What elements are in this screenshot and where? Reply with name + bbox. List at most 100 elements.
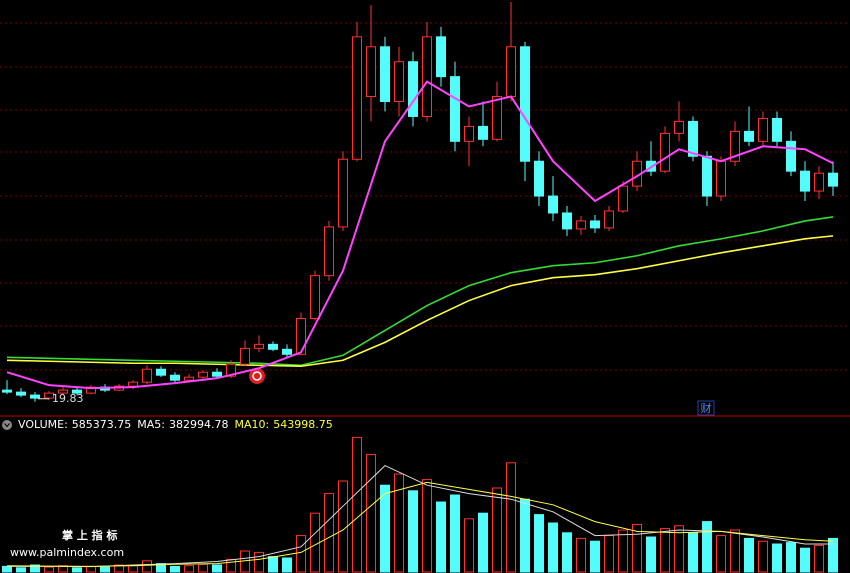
- volume-bar: [828, 537, 838, 573]
- annotation-box: [697, 400, 715, 416]
- candle-body: [604, 210, 614, 229]
- volume-bar: [380, 484, 390, 573]
- candle-body: [30, 394, 40, 399]
- candle-body: [492, 96, 502, 140]
- candle-body: [716, 160, 726, 197]
- candle-body: [618, 185, 628, 212]
- volume-bar: [184, 565, 194, 573]
- volume-bar: [338, 480, 348, 573]
- candle-body: [408, 61, 418, 117]
- candle-body: [758, 117, 768, 142]
- annotation: 财: [701, 401, 712, 415]
- candle-body: [478, 125, 488, 140]
- volume-bar: [114, 564, 124, 573]
- candle-body: [352, 36, 362, 160]
- volume-bar: [576, 537, 586, 573]
- volume-bar: [408, 490, 418, 573]
- candle-body: [240, 347, 250, 365]
- volume-bar: [520, 498, 530, 573]
- volume-bar: [618, 529, 628, 573]
- volume-bar: [660, 528, 670, 573]
- candle-body: [450, 76, 460, 142]
- volume-bar: [548, 522, 558, 573]
- candle-body: [156, 368, 166, 376]
- legend-name: MA5:: [137, 418, 165, 431]
- volume-bar: [478, 512, 488, 573]
- legend-name: MA10:: [235, 418, 270, 431]
- low-label: 19.83: [52, 392, 84, 405]
- candle-body: [142, 368, 152, 383]
- candle-body: [16, 391, 26, 396]
- volume-bar: [744, 537, 754, 573]
- volume-bar: [800, 547, 810, 573]
- candle-body: [296, 317, 306, 355]
- collapse-arrow: [4, 423, 10, 428]
- candle-body: [212, 371, 222, 377]
- volume-bar: [268, 556, 278, 573]
- candle-body: [548, 195, 558, 214]
- volume-bar: [674, 525, 684, 573]
- candle-body: [786, 140, 796, 172]
- candle-body: [422, 36, 432, 117]
- collapse-icon[interactable]: [2, 420, 12, 430]
- candle-body: [58, 389, 68, 394]
- candle-body: [268, 343, 278, 350]
- volume-bar: [366, 453, 376, 573]
- ma-line: [6, 235, 834, 368]
- candle-body: [324, 226, 334, 277]
- ma-line: [7, 465, 833, 568]
- volume-bar: [534, 514, 544, 573]
- volume-bar: [786, 542, 796, 573]
- candle-body: [520, 46, 530, 162]
- candle-body: [2, 389, 12, 393]
- volume-bar: [688, 532, 698, 573]
- volume-bar: [436, 501, 446, 573]
- candle-body: [338, 158, 348, 228]
- candle-body: [688, 120, 698, 157]
- volume-bar: [632, 523, 642, 573]
- candle-body: [660, 132, 670, 172]
- candle-body: [674, 120, 684, 134]
- ma-line: [6, 216, 834, 367]
- candle-body: [170, 374, 180, 381]
- volume-bar: [30, 564, 40, 573]
- event-icon: [249, 368, 265, 384]
- ma-line: [6, 80, 834, 390]
- volume-bar: [100, 566, 110, 573]
- candle-body: [744, 130, 754, 142]
- candle-body: [44, 392, 54, 399]
- volume-bar: [16, 567, 26, 573]
- candle-body: [464, 125, 474, 142]
- candle-body: [436, 36, 446, 78]
- candle-body: [506, 46, 516, 98]
- candle-body: [576, 220, 586, 230]
- volume-bar: [702, 521, 712, 573]
- legend-value: 585373.75: [72, 418, 132, 431]
- volume-bar: [142, 560, 152, 573]
- volume-bar: [170, 565, 180, 573]
- volume-bar: [128, 565, 138, 573]
- candle-body: [800, 170, 810, 192]
- candle-body: [730, 130, 740, 162]
- watermark-url: www.palmindex.com: [10, 546, 124, 559]
- volume-bar: [506, 462, 516, 573]
- volume-bar: [72, 567, 82, 573]
- candle-body: [590, 220, 600, 229]
- candle-body: [198, 371, 208, 378]
- volume-bar: [394, 473, 404, 573]
- volume-bar: [352, 437, 362, 573]
- candle-body: [184, 376, 194, 381]
- volume-bar: [2, 565, 12, 573]
- legend-name: VOLUME:: [18, 418, 68, 431]
- volume-bar: [562, 532, 572, 573]
- legend-value: 382994.78: [169, 418, 229, 431]
- volume-bar: [212, 564, 222, 573]
- candle-body: [310, 275, 320, 319]
- candle-body: [772, 117, 782, 142]
- candle-body: [128, 381, 138, 387]
- candle-body: [226, 363, 236, 377]
- volume-bar: [646, 536, 656, 573]
- volume-bar: [450, 494, 460, 573]
